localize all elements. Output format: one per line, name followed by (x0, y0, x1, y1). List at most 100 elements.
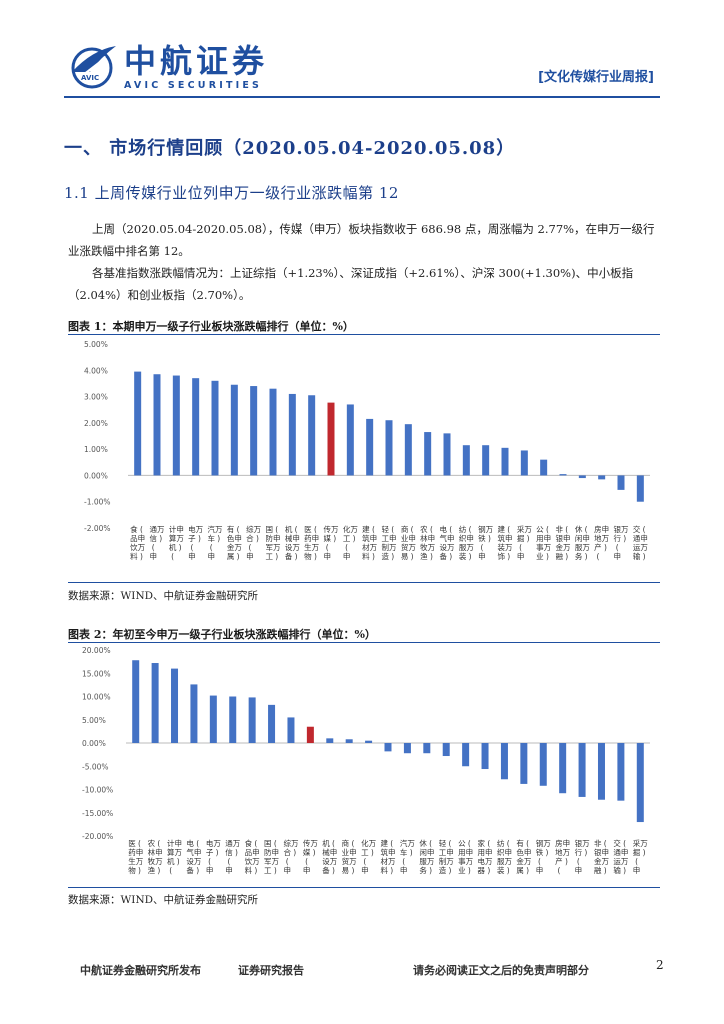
chart-weekly-change: 5.00% 4.00% 3.00% 2.00% 1.00% 0.00% -1.00% -2.0… (84, 340, 650, 561)
bar-15 (423, 743, 431, 754)
bar-13 (384, 743, 392, 752)
bar-24 (598, 475, 606, 480)
figure1-bottom-rule (68, 582, 660, 583)
bar-20 (520, 450, 528, 476)
bar-26 (636, 475, 644, 502)
bar-20 (520, 743, 528, 784)
category-label: 传媒(申万) (303, 838, 319, 875)
bar-24 (597, 743, 605, 800)
bar-5 (229, 696, 237, 743)
bar-21 (539, 743, 547, 786)
category-label: 国防军工(申万) (266, 525, 282, 561)
bar-12 (366, 418, 374, 476)
category-label: 非银金融(申万) (594, 838, 610, 875)
bar-13 (385, 420, 393, 476)
header-divider (64, 96, 660, 98)
category-label: 钢铁(申万) (478, 524, 494, 561)
category-label: 计算机(申万) (167, 838, 183, 875)
bar-0 (132, 660, 140, 743)
category-label: 有色金属(申万) (516, 838, 532, 875)
paragraph-benchmark-indices: 各基准指数涨跌幅情况为：上证综指（+1.23%）、深证成指（+2.61%）、沪深… (68, 266, 634, 302)
bar-11 (346, 404, 354, 476)
bar-18 (481, 743, 489, 770)
bar-7 (268, 704, 276, 743)
figure2-top-rule (68, 642, 660, 643)
paragraph-weekly-summary: 上周（2020.05.04-2020.05.08），传媒（申万）板块指数收于 6… (68, 222, 655, 258)
category-label: 轻工制造(申万) (382, 524, 398, 561)
section-subtitle: 1.1 上周传媒行业位列申万一级行业涨跌幅第 12 (64, 184, 399, 202)
bar-16 (443, 433, 451, 476)
y-tick-label: 20.00% (82, 646, 111, 655)
figure2-bottom-rule (68, 887, 660, 888)
category-label: 国防军工(申万) (264, 839, 280, 875)
y-tick-label: 3.00% (84, 393, 108, 402)
y-tick-label: -20.00% (82, 832, 113, 841)
bar-6 (250, 386, 258, 476)
category-label: 建筑材料(申万) (381, 838, 397, 875)
category-label: 机械设备(申万) (285, 524, 301, 561)
category-label: 交通运输(申万) (633, 524, 649, 561)
section-title: 一、 市场行情回顾（2020.05.04-2020.05.08） (64, 138, 516, 159)
bar-2 (172, 375, 180, 476)
bar-14 (403, 743, 411, 754)
bar-21 (540, 459, 548, 476)
category-label: 房地产(申万) (594, 524, 610, 561)
y-tick-label: 0.00% (84, 471, 108, 480)
bar-16 (442, 743, 450, 757)
category-label: 食品饮料(申万) (130, 524, 146, 561)
category-label: 通信(申万) (150, 524, 166, 561)
category-label: 房地产(申万) (555, 838, 571, 875)
figure2-title: 图表 2：年初至今申万一级子行业板块涨跌幅排行（单位：%） (68, 628, 376, 641)
bar-12 (365, 740, 373, 743)
y-tick-label: -5.00% (82, 762, 109, 771)
bar-9 (308, 395, 316, 476)
bar-3 (190, 684, 198, 743)
bar-3 (192, 378, 200, 476)
category-label: 采掘(申万) (517, 524, 533, 561)
bar-17 (462, 445, 470, 476)
y-tick-label: 4.00% (84, 366, 108, 375)
category-label: 综合(申万) (283, 838, 299, 875)
footer-disclaimer: 请务必阅读正文之后的免责声明部分 (413, 964, 589, 977)
category-label: 汽车(申万) (400, 838, 416, 875)
category-label: 化工(申万) (361, 838, 377, 875)
bar-5 (230, 384, 238, 476)
category-label: 电气设备(申万) (186, 838, 202, 875)
y-tick-label: -2.00% (84, 524, 111, 533)
y-tick-label: 2.00% (84, 419, 108, 428)
bar-22 (559, 743, 567, 794)
y-tick-label: 5.00% (84, 340, 108, 349)
y-tick-label: 15.00% (82, 669, 111, 678)
bar-0 (134, 371, 142, 476)
category-label: 银行(申万) (614, 525, 630, 561)
category-label: 钢铁(申万) (536, 838, 552, 875)
bar-17 (462, 743, 470, 767)
bar-25 (617, 475, 625, 490)
category-label: 农林牧渔(申万) (420, 524, 436, 561)
bar-6 (248, 697, 256, 743)
category-label: 建筑装饰(申万) (498, 524, 514, 561)
category-label: 建筑材料(申万) (362, 524, 378, 561)
category-label: 汽车(申万) (208, 524, 224, 561)
y-tick-label: 0.00% (82, 739, 106, 748)
bar-1 (151, 663, 159, 743)
bar-23 (578, 743, 586, 797)
category-label: 传媒(申万) (324, 524, 340, 561)
bar-19 (500, 743, 508, 780)
y-tick-label: 5.00% (82, 716, 106, 725)
company-name: 中航证券 (124, 42, 269, 80)
bar-4 (209, 695, 217, 743)
bar-22 (559, 474, 567, 476)
y-tick-label: -10.00% (82, 786, 113, 795)
category-label: 休闲服务(申万) (419, 838, 435, 875)
category-label: 纺织服装(申万) (459, 524, 475, 561)
category-label: 休闲服务(申万) (575, 524, 591, 561)
bar-14 (404, 424, 412, 476)
category-label: 采掘(申万) (633, 838, 649, 875)
category-label: 电气设备(申万) (440, 524, 456, 561)
bar-7 (269, 388, 277, 476)
category-label: 电子(申万) (206, 838, 222, 875)
y-tick-label: -15.00% (82, 809, 113, 818)
bar-10 (327, 402, 335, 476)
category-label: 综合(申万) (246, 524, 262, 561)
